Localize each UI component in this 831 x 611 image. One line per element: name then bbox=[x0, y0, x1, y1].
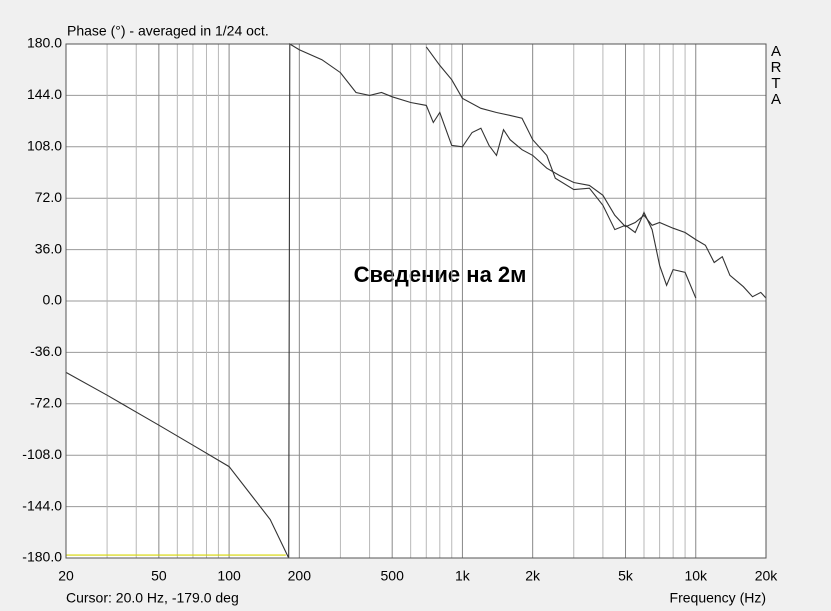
x-axis-label: Frequency (Hz) bbox=[670, 590, 766, 606]
x-tick-label: 100 bbox=[217, 568, 241, 584]
x-tick-label: 200 bbox=[288, 568, 312, 584]
y-tick-label: -144.0 bbox=[22, 497, 62, 513]
series-line bbox=[65, 43, 767, 559]
y-tick-label: -36.0 bbox=[30, 343, 62, 359]
x-tick-label: 1k bbox=[455, 568, 471, 584]
y-tick-label: 0.0 bbox=[43, 292, 63, 308]
series-line bbox=[425, 46, 697, 299]
x-tick-label: 500 bbox=[381, 568, 405, 584]
y-tick-label: 180.0 bbox=[27, 35, 62, 51]
y-tick-label: -72.0 bbox=[30, 395, 62, 411]
x-tick-label: 5k bbox=[618, 568, 634, 584]
x-tick-label: 10k bbox=[684, 568, 708, 584]
y-tick-label: 36.0 bbox=[35, 240, 62, 256]
plot-frame bbox=[65, 43, 767, 559]
x-tick-label: 20 bbox=[58, 568, 74, 584]
chart-title: Phase (°) - averaged in 1/24 oct. bbox=[67, 23, 269, 39]
y-tick-label: 72.0 bbox=[35, 189, 62, 205]
x-tick-label: 20k bbox=[755, 568, 779, 584]
cursor-readout: Cursor: 20.0 Hz, -179.0 deg bbox=[66, 590, 239, 606]
y-tick-label: -180.0 bbox=[22, 549, 62, 565]
y-tick-label: 108.0 bbox=[27, 138, 62, 154]
x-tick-label: 2k bbox=[525, 568, 541, 584]
y-tick-label: 144.0 bbox=[27, 86, 62, 102]
x-tick-label: 50 bbox=[151, 568, 167, 584]
y-tick-label: -108.0 bbox=[22, 446, 62, 462]
